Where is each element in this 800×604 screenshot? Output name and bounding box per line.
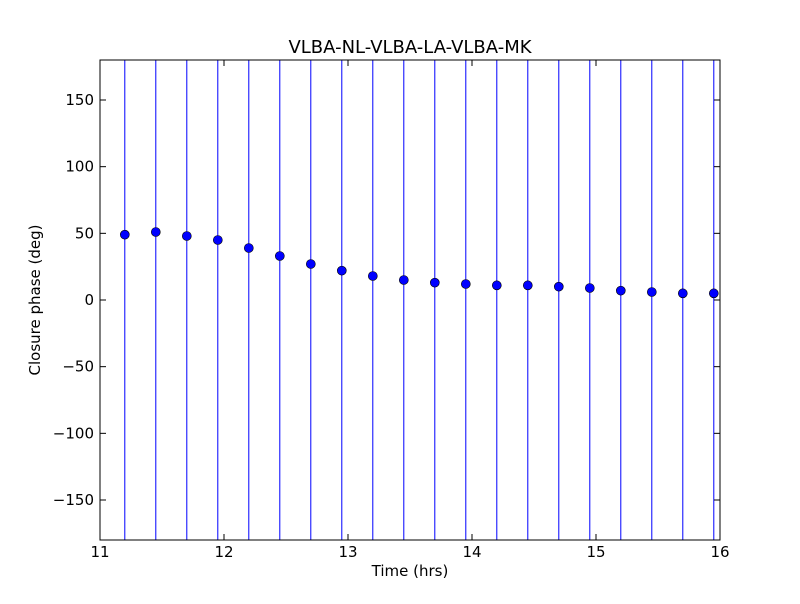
data-point — [460, 279, 471, 289]
x-tick-label: 15 — [586, 543, 605, 561]
chart-title: VLBA-NL-VLBA-LA-VLBA-MK — [288, 37, 532, 58]
data-point — [274, 251, 285, 261]
x-tick-label: 13 — [338, 543, 357, 561]
plot-background — [100, 60, 720, 540]
data-point — [151, 227, 161, 237]
y-tick-label: −100 — [53, 424, 94, 442]
data-point — [305, 259, 316, 269]
tick-labels-layer: 11 12 13 14 15 16 −150 −100 −50 0 50 100 150 — [53, 91, 730, 561]
data-point — [646, 287, 657, 297]
y-tick-label: 50 — [75, 224, 94, 242]
y-tick-label: 150 — [65, 91, 94, 109]
data-point — [213, 235, 223, 245]
y-axis-label: Closure phase (deg) — [26, 225, 44, 376]
x-tick-label: 12 — [214, 543, 233, 561]
data-point — [429, 277, 440, 288]
x-tick-label: 11 — [90, 543, 109, 561]
x-tick-label: 14 — [462, 543, 481, 561]
x-axis-label: Time (hrs) — [371, 562, 449, 580]
data-point — [584, 283, 595, 293]
y-tick-label: 0 — [84, 291, 94, 309]
data-point — [491, 280, 502, 291]
points-layer — [120, 227, 719, 299]
y-tick-label: 100 — [65, 158, 94, 176]
data-point — [522, 280, 533, 291]
data-point — [336, 265, 347, 276]
data-point — [677, 288, 688, 299]
data-point — [120, 229, 130, 240]
data-point — [615, 285, 626, 296]
data-point — [367, 271, 378, 281]
data-point — [398, 275, 409, 285]
y-tick-label: −150 — [53, 491, 94, 509]
data-point — [182, 231, 192, 241]
data-point — [244, 243, 254, 253]
data-point — [553, 281, 564, 292]
y-tick-label: −50 — [62, 358, 94, 376]
errorbars-layer — [124, 60, 715, 540]
data-point — [708, 288, 719, 299]
x-tick-label: 16 — [710, 543, 729, 561]
ticks-layer — [99, 60, 721, 540]
